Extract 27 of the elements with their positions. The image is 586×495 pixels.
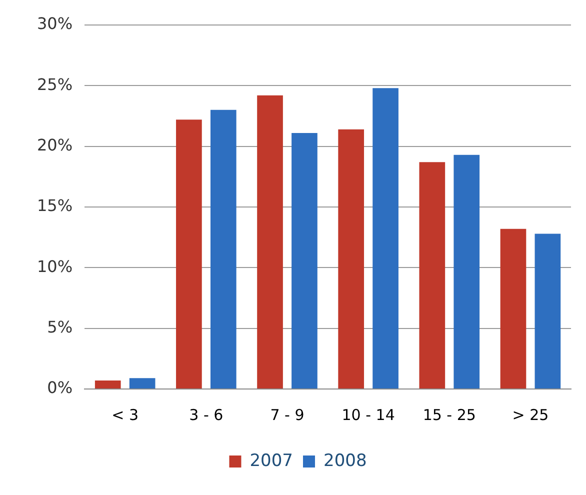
bar <box>534 234 561 388</box>
bar <box>419 162 446 388</box>
y-tick-label: 10% <box>37 256 73 276</box>
legend-label: 2008 <box>324 450 367 471</box>
bar <box>338 129 364 388</box>
y-tick-label: 30% <box>37 14 73 34</box>
bar <box>454 154 480 388</box>
x-tick-label: < 3 <box>112 406 139 424</box>
x-tick-label: 3 - 6 <box>189 406 224 424</box>
y-tick-label: 0% <box>47 378 73 398</box>
y-tick-label: 5% <box>47 317 73 336</box>
bar <box>94 380 121 388</box>
bar <box>500 228 526 388</box>
y-tick-label: 20% <box>37 135 73 154</box>
bar <box>210 110 236 388</box>
y-tick-label: 15% <box>37 196 73 216</box>
y-tick-label: 25% <box>37 74 73 94</box>
x-tick-label: > 25 <box>512 406 549 424</box>
bar <box>292 132 318 388</box>
x-tick-label: 15 - 25 <box>422 406 476 424</box>
legend-label: 2007 <box>250 450 293 471</box>
bar <box>129 378 156 388</box>
bar <box>176 120 202 388</box>
x-tick-label: 10 - 14 <box>342 406 395 424</box>
bar <box>372 88 398 388</box>
bar <box>257 95 283 388</box>
x-tick-label: 7 - 9 <box>270 406 304 424</box>
